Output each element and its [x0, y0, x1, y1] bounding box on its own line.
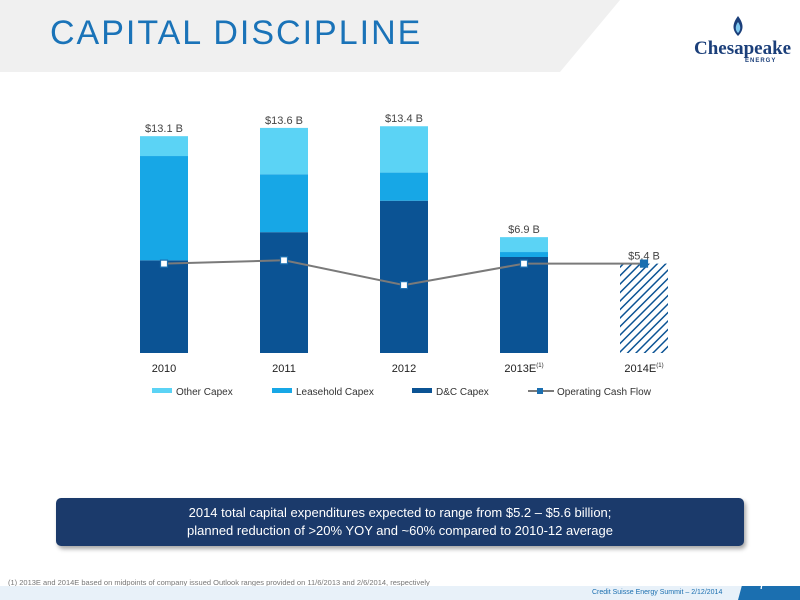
bar-other-capex-2011: [260, 127, 308, 175]
chart-legend: Other Capex Leasehold Capex D&C Capex Opera…: [152, 387, 652, 398]
bar-d-c-capex-2013E: [500, 257, 548, 353]
ocf-marker-2014E: [639, 259, 649, 268]
bar-leasehold-capex-2012: [380, 172, 428, 201]
bar-leasehold-capex-2013E: [500, 252, 548, 257]
labels-group: $13.1 B 2010 $13.6 B 2011 $13.4 B 2012 $6.9 B 2…: [145, 113, 664, 375]
bar-leasehold-capex-2010: [140, 156, 188, 261]
logo-wordmark: Chesapeake: [694, 38, 792, 59]
legend-swatch-leasehold-capex: [272, 388, 292, 393]
ocf-marker-2010: [159, 259, 169, 268]
total-label-2010: $13.1 B: [145, 123, 183, 135]
category-label-2011: 2011: [272, 363, 296, 375]
legend-swatch-d-c-capex: [412, 388, 432, 393]
legend-marker-ocf: [537, 388, 543, 394]
footer-bar: [0, 586, 800, 600]
bar-other-capex-2013E: [500, 237, 548, 253]
footnote: (1) 2013E and 2014E based on midpoints o…: [8, 578, 430, 587]
footer-event: Credit Suisse Energy Summit – 2/12/2014: [592, 589, 723, 596]
ocf-marker-2011: [279, 256, 289, 265]
header-bar: [0, 0, 800, 72]
callout-line-1: 2014 total capital expenditures expected…: [188, 505, 612, 520]
bar-d-c-capex-2012: [380, 200, 428, 353]
total-label-2014E: $5.4 B: [628, 251, 660, 263]
ocf-marker-2012: [399, 281, 409, 290]
bar-other-capex-2010: [140, 136, 188, 157]
legend-label-other-capex: Other Capex: [176, 387, 233, 398]
total-label-2012: $13.4 B: [385, 113, 423, 125]
bar-leasehold-capex-2011: [260, 174, 308, 233]
bar-other-capex-2012: [380, 126, 428, 173]
category-label-2013E: 2013E(1): [504, 363, 543, 375]
legend-label-d-c-capex: D&C Capex: [436, 387, 489, 398]
legend-label-leasehold-capex: Leasehold Capex: [296, 387, 374, 398]
summary-callout: 2014 total capital expenditures expected…: [56, 498, 744, 546]
ocf-marker-2013E: [519, 259, 529, 268]
legend-label-operating-cash-flow: Operating Cash Flow: [557, 387, 652, 398]
category-label-2012: 2012: [392, 363, 416, 375]
capex-chart: $13.1 B 2010 $13.6 B 2011 $13.4 B 2012 $6.9 B 2…: [140, 113, 668, 398]
bar-d-c-capex-2010: [140, 260, 188, 353]
operating-cash-flow-line: [159, 256, 649, 290]
total-label-2011: $13.6 B: [265, 115, 303, 127]
logo-subtitle: ENERGY: [745, 58, 777, 64]
page-title: CAPITAL DISCIPLINE: [50, 14, 423, 52]
bar-estimate-2014E: [620, 263, 668, 353]
page-number: 7: [758, 576, 766, 592]
bar-d-c-capex-2011: [260, 232, 308, 353]
legend-swatch-other-capex: [152, 388, 172, 393]
category-label-2010: 2010: [152, 363, 176, 375]
chesapeake-logo-icon: [733, 16, 743, 36]
total-label-2013E: $6.9 B: [508, 224, 540, 236]
callout-line-2: planned reduction of >20% YOY and ~60% c…: [187, 523, 613, 538]
bars-group: [140, 126, 668, 353]
header-wedge-shape: [560, 0, 800, 72]
category-label-2014E: 2014E(1): [624, 363, 663, 375]
